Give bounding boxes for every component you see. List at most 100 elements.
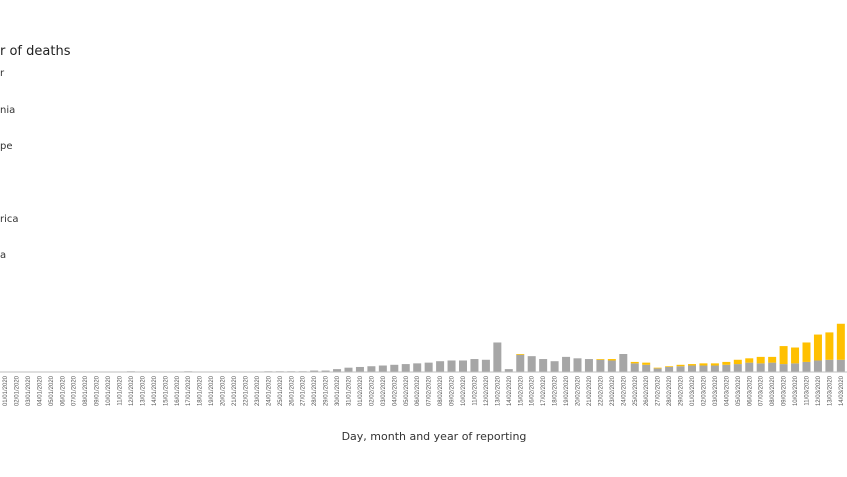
legend-entry: pe	[0, 141, 13, 152]
x-axis-label: Day, month and year of reporting	[342, 430, 527, 443]
x-tick-label: 12/01/2020	[129, 375, 135, 406]
bar-asia	[459, 360, 467, 372]
x-tick-label: 29/01/2020	[324, 375, 330, 406]
bar-asia	[562, 356, 571, 372]
bar-europe	[676, 364, 685, 367]
x-tick-label: 04/01/2020	[37, 375, 43, 406]
bar-asia	[688, 365, 696, 372]
bar-asia	[413, 363, 422, 372]
bar-asia	[310, 370, 319, 372]
bar-europe	[665, 366, 674, 367]
x-tick-label: 10/01/2020	[106, 375, 112, 406]
x-tick-label: 18/02/2020	[553, 375, 559, 406]
x-tick-label: 04/02/2020	[392, 375, 398, 406]
x-tick-label: 26/01/2020	[289, 375, 295, 406]
x-tick-label: 24/02/2020	[621, 375, 627, 406]
x-tick-label: 23/01/2020	[255, 375, 261, 406]
x-tick-label: 02/01/2020	[14, 375, 20, 406]
x-tick-label: 21/02/2020	[587, 375, 593, 406]
bar-asia	[619, 354, 628, 372]
bar-asia	[378, 365, 387, 372]
bar-asia	[447, 360, 456, 372]
bar-europe	[745, 358, 754, 363]
bar-asia	[733, 364, 742, 372]
x-tick-label: 05/02/2020	[404, 375, 410, 406]
x-tick-label: 20/01/2020	[221, 375, 227, 406]
x-tick-label: 14/02/2020	[507, 375, 513, 406]
x-tick-label: 07/01/2020	[72, 375, 78, 406]
bar-europe	[607, 359, 616, 361]
x-tick-label: 11/03/2020	[805, 375, 811, 405]
bar-asia	[710, 365, 719, 372]
bars-group	[126, 323, 845, 372]
bar-asia	[436, 361, 445, 372]
x-tick-label: 07/03/2020	[759, 375, 765, 406]
bar-europe	[733, 359, 742, 365]
bar-asia	[768, 362, 777, 372]
chart-legend: r nia pe rica a	[0, 68, 19, 261]
bar-asia	[527, 356, 536, 372]
bar-asia	[722, 364, 731, 372]
x-tick-label: 03/01/2020	[26, 375, 32, 406]
x-tick-labels: 01/01/2020 02/01/2020 03/01/2020 04/01/2020…	[3, 375, 845, 406]
bar-europe	[791, 347, 800, 364]
bar-asia	[596, 359, 605, 372]
x-tick-label: 13/01/2020	[140, 375, 146, 406]
bar-asia	[836, 359, 845, 372]
bar-asia	[321, 370, 330, 372]
legend-entry: nia	[0, 105, 15, 116]
bar-europe	[688, 364, 696, 366]
bar-europe	[699, 363, 708, 366]
x-tick-label: 15/01/2020	[163, 375, 169, 406]
x-tick-label: 21/01/2020	[232, 375, 238, 406]
x-tick-label: 30/01/2020	[335, 375, 341, 406]
bar-asia	[791, 363, 800, 372]
bar-asia	[390, 364, 399, 372]
bar-europe	[710, 363, 719, 366]
bar-asia	[333, 369, 342, 372]
x-tick-label: 09/01/2020	[95, 375, 101, 406]
x-tick-label: 27/01/2020	[301, 375, 307, 406]
bar-asia	[584, 359, 593, 372]
x-tick-label: 06/03/2020	[747, 375, 753, 406]
bar-asia	[802, 361, 811, 372]
x-tick-label: 11/01/2020	[118, 375, 124, 405]
x-tick-label: 03/02/2020	[381, 375, 387, 406]
bar-europe	[779, 346, 788, 365]
bar-asia	[367, 366, 376, 372]
bar-asia	[355, 366, 364, 372]
bar-europe	[630, 361, 639, 364]
x-tick-label: 05/03/2020	[736, 375, 742, 406]
bar-asia	[825, 359, 834, 372]
bar-asia	[745, 362, 754, 372]
x-tick-label: 03/03/2020	[713, 375, 719, 406]
bar-asia	[779, 364, 788, 372]
bar-europe	[596, 359, 605, 360]
x-tick-label: 04/03/2020	[724, 375, 730, 406]
x-tick-label: 16/02/2020	[530, 375, 536, 406]
x-tick-label: 29/02/2020	[679, 375, 685, 406]
x-tick-label: 07/02/2020	[427, 375, 433, 406]
x-tick-label: 08/02/2020	[438, 375, 444, 406]
x-tick-label: 19/01/2020	[209, 375, 215, 406]
legend-entry: r	[0, 68, 5, 79]
bar-asia	[516, 354, 525, 372]
bar-asia	[653, 368, 662, 372]
bar-asia	[401, 364, 410, 372]
bar-europe	[722, 361, 731, 365]
x-tick-label: 10/02/2020	[461, 375, 467, 406]
x-tick-label: 12/03/2020	[816, 375, 822, 406]
bar-europe	[836, 323, 845, 360]
x-tick-label: 01/02/2020	[358, 375, 364, 406]
bar-europe	[813, 334, 822, 361]
bar-asia	[642, 364, 651, 372]
x-tick-label: 17/02/2020	[541, 375, 547, 406]
x-tick-label: 13/03/2020	[827, 375, 833, 406]
x-tick-label: 18/01/2020	[198, 375, 204, 406]
x-tick-label: 08/01/2020	[83, 375, 89, 406]
bar-asia	[493, 342, 502, 372]
x-tick-label: 09/02/2020	[450, 375, 456, 406]
bar-europe	[642, 362, 651, 365]
bar-asia	[424, 362, 433, 372]
